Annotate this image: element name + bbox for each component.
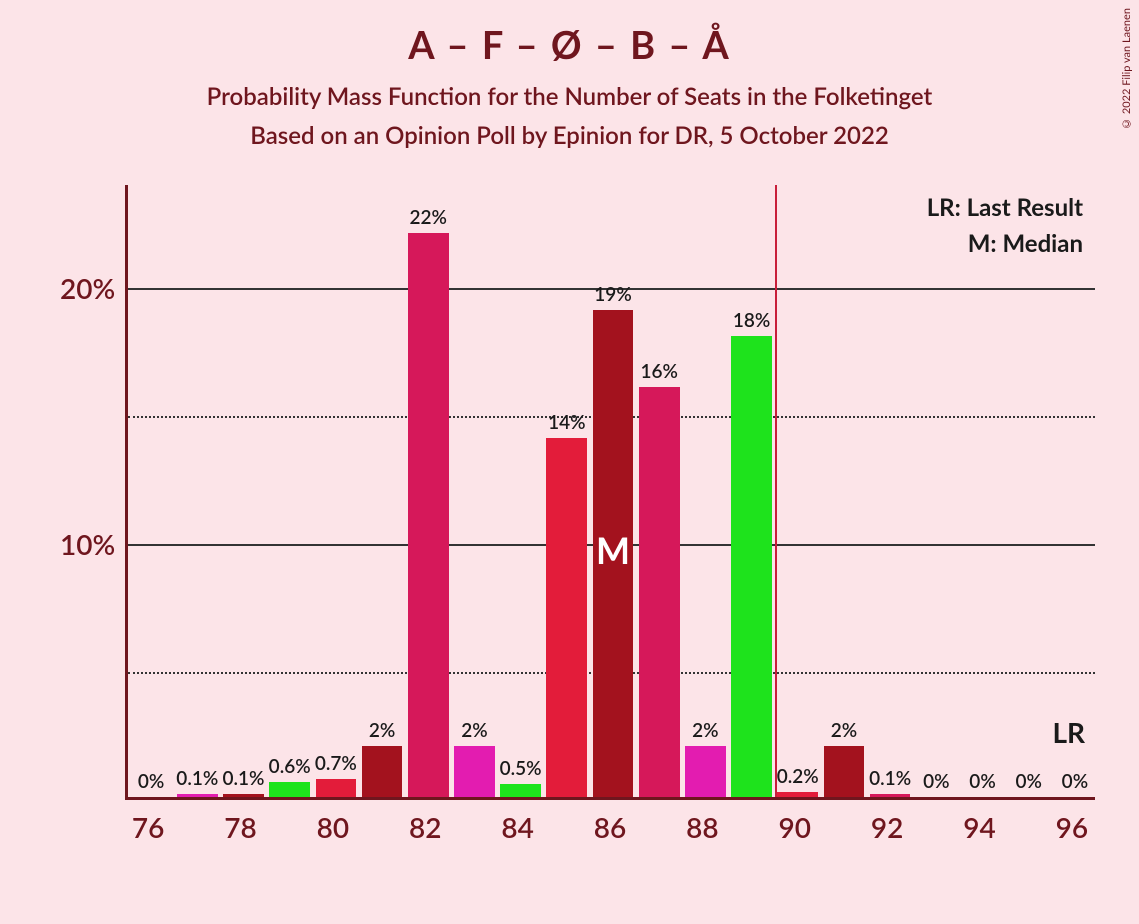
bar-value-label: 2% [461, 719, 487, 742]
bar-value-label: 0.5% [500, 757, 542, 780]
bar-value-label: 0.1% [869, 767, 911, 790]
y-axis-label: 20% [60, 271, 115, 305]
bar [408, 233, 449, 797]
bar-value-label: 0.7% [315, 752, 357, 775]
bar-value-label: 0% [1062, 770, 1088, 793]
bar [685, 746, 726, 797]
bar-value-label: 0.1% [176, 767, 218, 790]
median-marker: M [596, 528, 630, 572]
bar-value-label: 2% [692, 719, 718, 742]
bar [269, 782, 310, 797]
bar [731, 336, 772, 797]
bar [639, 387, 680, 797]
bar-value-label: 2% [369, 719, 395, 742]
x-axis-label: 84 [501, 810, 533, 844]
x-axis-label: 92 [871, 810, 903, 844]
bar [824, 746, 865, 797]
bar [777, 792, 818, 797]
bar [500, 784, 541, 797]
bar [870, 794, 911, 797]
x-axis-label: 80 [317, 810, 349, 844]
x-axis-label: 86 [594, 810, 626, 844]
bar-value-label: 0.1% [222, 767, 264, 790]
titles-block: A – F – Ø – B – Å Probability Mass Funct… [0, 0, 1139, 150]
bar-value-label: 18% [733, 309, 770, 332]
bar-value-label: 0.6% [269, 755, 311, 778]
bar-value-label: 0% [923, 770, 949, 793]
plot-area: LR: Last Result M: Median 0%0.1%0.1%0.6%… [125, 185, 1095, 800]
x-axis-label: 78 [224, 810, 256, 844]
chart-title: A – F – Ø – B – Å [0, 22, 1139, 68]
x-axis-label: 94 [963, 810, 995, 844]
x-axis-label: 88 [686, 810, 718, 844]
bar-value-label: 0% [969, 770, 995, 793]
last-result-label: LR [1052, 715, 1085, 749]
y-axis-label: 10% [60, 527, 115, 561]
x-axis-label: 90 [779, 810, 811, 844]
bar [223, 794, 264, 797]
bar-value-label: 22% [410, 206, 447, 229]
bar-value-label: 0% [1015, 770, 1041, 793]
bar-value-label: 19% [594, 283, 631, 306]
chart-subtitle-2: Based on an Opinion Poll by Epinion for … [0, 121, 1139, 150]
legend-lr: LR: Last Result [927, 193, 1083, 222]
copyright-text: © 2022 Filip van Laenen [1120, 8, 1133, 130]
legend-m: M: Median [968, 229, 1083, 258]
bar-value-label: 0% [138, 770, 164, 793]
bar [316, 779, 357, 797]
x-axis-label: 76 [132, 810, 164, 844]
bar [454, 746, 495, 797]
bar-value-label: 0.2% [777, 765, 819, 788]
last-result-line [775, 185, 777, 797]
bar-value-label: 2% [831, 719, 857, 742]
bar [362, 746, 403, 797]
x-axis-label: 96 [1056, 810, 1088, 844]
x-axis-label: 82 [409, 810, 441, 844]
chart-area: LR: Last Result M: Median 0%0.1%0.1%0.6%… [60, 185, 1110, 885]
bar [546, 438, 587, 797]
bar-value-label: 14% [548, 411, 585, 434]
chart-subtitle-1: Probability Mass Function for the Number… [0, 82, 1139, 111]
bar [177, 794, 218, 797]
bar-value-label: 16% [640, 360, 677, 383]
